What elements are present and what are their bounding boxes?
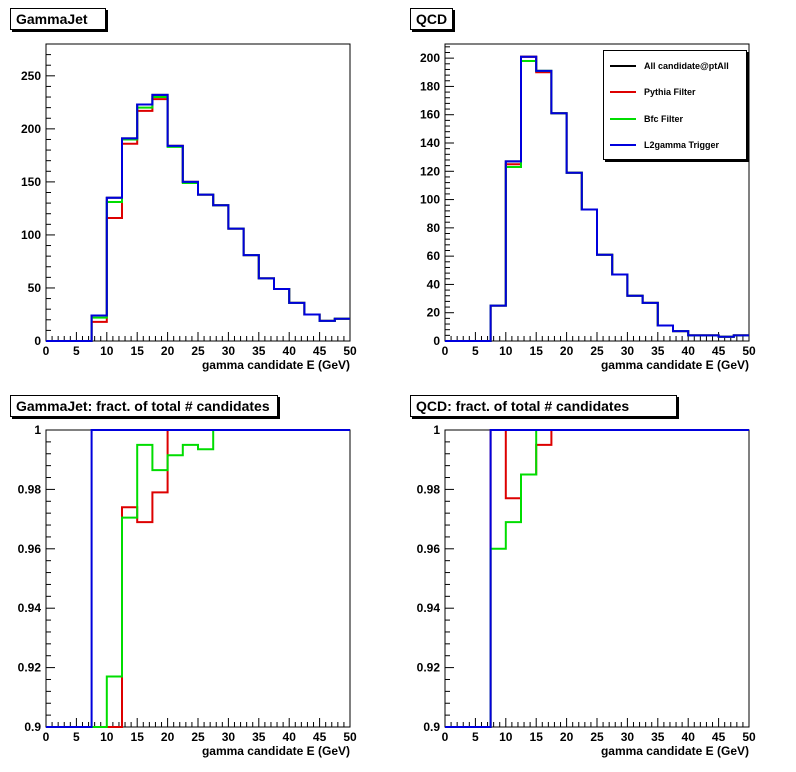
x-tick-label-qcd: 0 [442,344,449,358]
y-tick-label-qcd: 180 [420,79,440,93]
legend-item-l2gamma: L2gamma Trigger [610,138,719,152]
legend-label-all: All candidate@ptAll [644,61,729,71]
x-axis-label-qcd: gamma candidate E (GeV) [601,358,749,372]
y-tick-label-gammajet: 50 [28,281,42,295]
x-tick-label-qcd: 10 [499,344,513,358]
legend-item-pythia: Pythia Filter [610,85,696,99]
x-axis-label-gammajet: gamma candidate E (GeV) [202,358,350,372]
x-tick-label-gammajet: 25 [191,344,205,358]
x-tick-label-gammajet: 50 [343,344,357,358]
x-tick-label-qcd-fraction: 15 [530,730,544,744]
y-tick-label-gammajet: 0 [34,334,41,348]
y-tick-label-qcd: 0 [433,334,440,348]
x-tick-label-gammajet: 5 [73,344,80,358]
legend-label-bfc: Bfc Filter [644,114,684,124]
x-tick-label-qcd-fraction: 0 [442,730,449,744]
x-tick-label-gammajet: 20 [161,344,175,358]
x-tick-label-qcd-fraction: 20 [560,730,574,744]
y-tick-label-gammajet-fraction: 0.9 [24,720,41,734]
legend-swatch-all [610,65,636,67]
y-tick-label-qcd: 20 [427,306,441,320]
x-tick-label-gammajet: 40 [283,344,297,358]
x-tick-label-qcd: 40 [682,344,696,358]
series-l2-gammajet [46,93,350,342]
x-tick-label-qcd: 30 [621,344,635,358]
x-tick-label-gammajet-fraction: 15 [131,730,145,744]
x-tick-label-gammajet: 35 [252,344,266,358]
legend-label-l2gamma: L2gamma Trigger [644,140,720,150]
legend-item-bfc: Bfc Filter [610,112,683,126]
x-tick-label-qcd-fraction: 30 [621,730,635,744]
x-tick-label-qcd-fraction: 10 [499,730,513,744]
x-tick-label-qcd-fraction: 40 [682,730,696,744]
x-tick-label-qcd: 15 [530,344,544,358]
y-tick-label-qcd-fraction: 0.9 [423,720,440,734]
x-tick-label-gammajet-fraction: 5 [73,730,80,744]
x-tick-label-gammajet-fraction: 20 [161,730,175,744]
x-tick-label-qcd: 20 [560,344,574,358]
x-tick-label-qcd: 35 [651,344,665,358]
y-tick-label-qcd-fraction: 0.94 [417,601,441,615]
x-tick-label-gammajet-fraction: 35 [252,730,266,744]
x-tick-label-gammajet-fraction: 50 [343,730,357,744]
legend: All candidate@ptAll Pythia Filter Bfc Fi… [603,50,747,160]
y-tick-label-gammajet-fraction: 0.92 [18,661,42,675]
legend-swatch-l2gamma [610,144,636,146]
x-tick-label-qcd: 45 [712,344,726,358]
x-tick-label-gammajet: 0 [43,344,50,358]
y-tick-label-qcd: 80 [427,221,441,235]
x-tick-label-qcd: 25 [590,344,604,358]
y-tick-label-qcd: 140 [420,136,440,150]
y-tick-label-gammajet: 250 [21,69,41,83]
x-tick-label-qcd-fraction: 35 [651,730,665,744]
x-tick-label-qcd-fraction: 5 [472,730,479,744]
y-tick-label-gammajet: 200 [21,122,41,136]
x-tick-label-gammajet-fraction: 10 [100,730,114,744]
x-tick-label-qcd: 50 [742,344,756,358]
series-l2-qcd [445,55,749,342]
x-tick-label-gammajet-fraction: 25 [191,730,205,744]
y-tick-label-qcd: 60 [427,249,441,263]
x-tick-label-qcd-fraction: 50 [742,730,756,744]
x-tick-label-gammajet: 45 [313,344,327,358]
y-tick-label-gammajet: 150 [21,175,41,189]
x-tick-label-qcd: 5 [472,344,479,358]
legend-swatch-pythia [610,91,636,93]
y-tick-label-qcd: 160 [420,108,440,122]
y-tick-label-gammajet-fraction: 1 [34,423,41,437]
y-tick-label-gammajet-fraction: 0.94 [18,601,42,615]
legend-swatch-bfc [610,118,636,120]
y-tick-label-gammajet: 100 [21,228,41,242]
y-tick-label-qcd: 100 [420,193,440,207]
y-tick-label-qcd-fraction: 0.92 [417,661,441,675]
x-tick-label-gammajet: 10 [100,344,114,358]
y-tick-label-qcd-fraction: 0.98 [417,482,441,496]
y-tick-label-gammajet-fraction: 0.96 [18,542,42,556]
x-tick-label-gammajet-fraction: 45 [313,730,327,744]
x-axis-label-qcd-fraction: gamma candidate E (GeV) [601,744,749,758]
y-tick-label-qcd: 200 [420,51,440,65]
legend-label-pythia: Pythia Filter [644,87,696,97]
series-l2-gammajet-fraction [46,429,350,728]
x-tick-label-gammajet-fraction: 30 [222,730,236,744]
y-tick-label-qcd: 120 [420,164,440,178]
x-tick-label-qcd-fraction: 25 [590,730,604,744]
x-tick-label-gammajet: 15 [131,344,145,358]
panel-title-gammajet-fraction: GammaJet: fract. of total # candidates [10,395,278,417]
x-tick-label-gammajet-fraction: 40 [283,730,297,744]
panel-title-qcd: QCD [410,8,454,30]
x-tick-label-gammajet-fraction: 0 [43,730,50,744]
series-l2-qcd-fraction [445,429,749,728]
y-tick-label-qcd-fraction: 1 [433,423,440,437]
x-axis-label-gammajet-fraction: gamma candidate E (GeV) [202,744,350,758]
legend-item-all: All candidate@ptAll [610,59,729,73]
x-tick-label-qcd-fraction: 45 [712,730,726,744]
panel-title-gammajet: GammaJet [10,8,106,30]
y-tick-label-qcd: 40 [427,277,441,291]
y-tick-label-qcd-fraction: 0.96 [417,542,441,556]
panel-title-qcd-fraction: QCD: fract. of total # candidates [410,395,677,417]
x-tick-label-gammajet: 30 [222,344,236,358]
y-tick-label-gammajet-fraction: 0.98 [18,482,42,496]
